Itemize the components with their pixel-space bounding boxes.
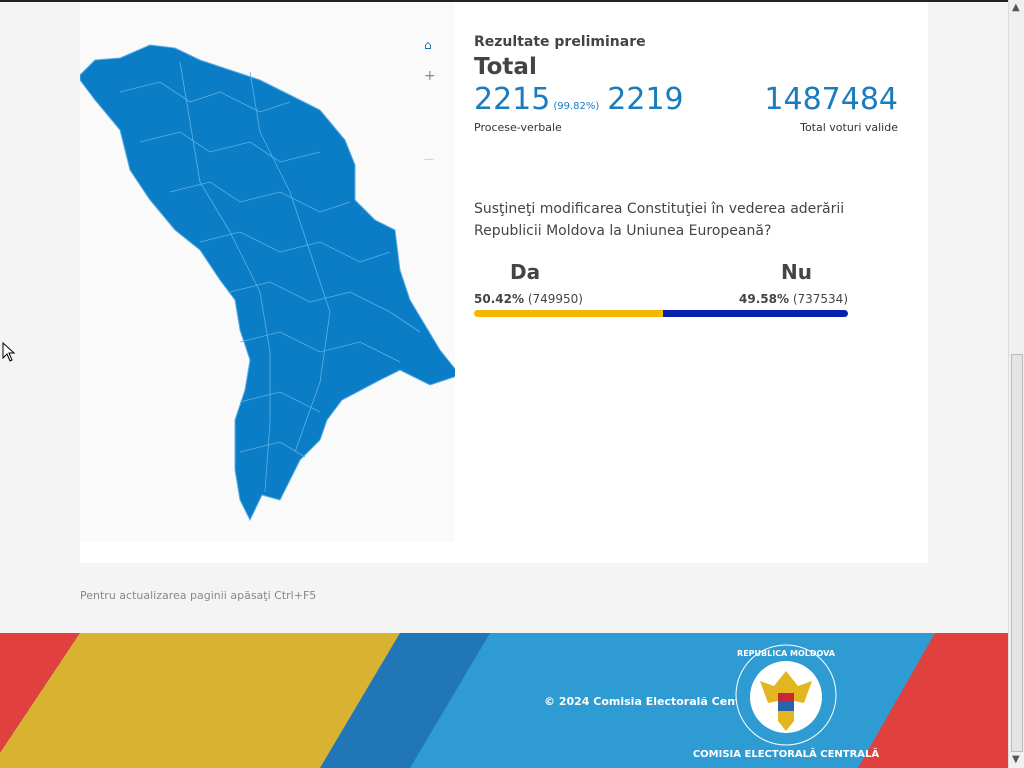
yes-votes: (749950) <box>527 292 583 306</box>
footer-copyright: © 2024 Comisia Electorală Centrală <box>544 695 765 708</box>
refresh-note: Pentru actualizarea paginii apăsaţi Ctrl… <box>80 589 317 602</box>
referendum-question: Susţineţi modificarea Constituţiei în ve… <box>474 201 845 239</box>
results-card: ⌂ + — Rezultate preliminare Total 2215 (… <box>79 2 928 563</box>
scroll-down-arrow-icon[interactable]: ▼ <box>1012 754 1020 765</box>
vote-results: Da Nu 50.42% (749950) 49.58% (737534) <box>474 260 848 330</box>
scroll-up-arrow-icon[interactable]: ▲ <box>1012 2 1020 13</box>
results-subtitle: Rezultate preliminare <box>474 34 646 50</box>
vote-bar-no <box>662 310 848 317</box>
seal-bottom-text: COMISIA ELECTORALĂ CENTRALĂ <box>692 749 880 760</box>
zoom-in-button[interactable]: + <box>424 68 436 84</box>
total-reports: 2219 <box>607 82 684 117</box>
scrollbar-thumb[interactable] <box>1011 354 1023 752</box>
top-border <box>0 0 1008 2</box>
no-percent: 49.58% <box>739 292 789 306</box>
home-icon[interactable]: ⌂ <box>424 38 432 52</box>
map-region[interactable] <box>79 44 461 522</box>
option-no-label: Nu <box>781 260 812 284</box>
vote-bar-yes <box>474 310 663 317</box>
district-borders <box>119 61 421 493</box>
map-panel: ⌂ + — <box>79 2 461 542</box>
seal-top-text: REPUBLICA MOLDOVA <box>737 649 836 658</box>
footer: © 2024 Comisia Electorală Centrală REPUB… <box>0 633 1008 768</box>
results-title: Total <box>474 54 537 80</box>
mouse-cursor-icon <box>2 342 16 362</box>
processed-count: 2215 <box>474 82 551 117</box>
no-votes: (737534) <box>792 292 848 306</box>
option-yes-label: Da <box>510 260 541 284</box>
option-no-value: 49.58% (737534) <box>739 292 848 306</box>
zoom-out-button[interactable]: — <box>424 154 434 165</box>
valid-votes-label: Total voturi valide <box>800 121 898 134</box>
yes-percent: 50.42% <box>474 292 524 306</box>
vertical-scrollbar[interactable]: ▲ ▼ <box>1008 0 1024 768</box>
processed-label: Procese-verbale <box>474 121 562 134</box>
option-yes-value: 50.42% (749950) <box>474 292 583 306</box>
vote-bar <box>474 310 848 317</box>
moldova-map[interactable] <box>79 2 461 542</box>
processed-percent: (99.82%) <box>553 101 600 112</box>
valid-votes: 1487484 <box>764 82 898 117</box>
footer-stripes <box>0 633 1008 768</box>
cec-seal-logo: REPUBLICA MOLDOVA <box>735 644 837 746</box>
results-panel: Rezultate preliminare Total 2215 (99.82%… <box>474 34 898 330</box>
